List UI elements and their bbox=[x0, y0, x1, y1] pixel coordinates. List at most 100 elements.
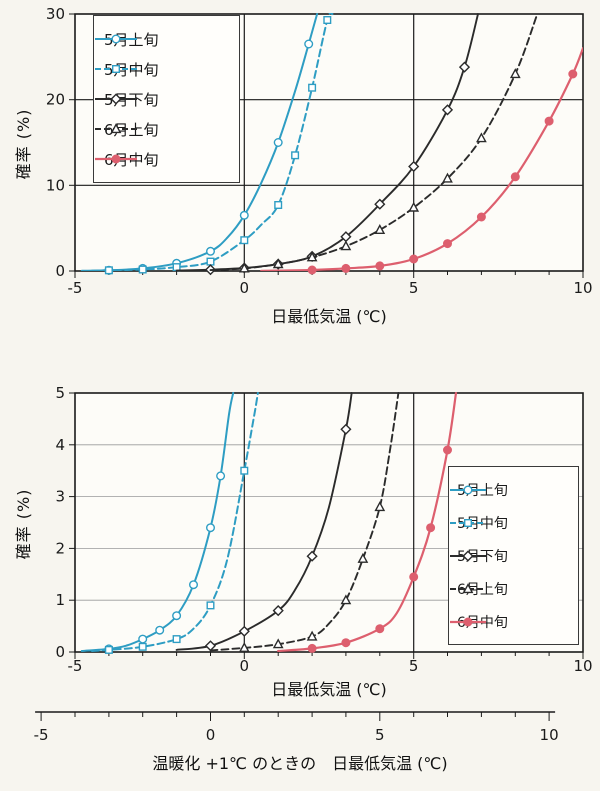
series-markers-may-mid bbox=[104, 16, 332, 275]
warming-tick-label: 10 bbox=[540, 726, 559, 744]
circle-filled-marker bbox=[426, 523, 436, 533]
circle-open-marker bbox=[205, 523, 215, 533]
square-open-marker bbox=[138, 265, 147, 274]
circle-filled-marker bbox=[111, 154, 121, 164]
circle-open-marker bbox=[111, 34, 121, 44]
triangle-open-marker bbox=[306, 630, 318, 641]
circle-filled-marker bbox=[341, 638, 351, 648]
series-curve-may-late bbox=[175, 392, 353, 651]
series-markers-jun-mid bbox=[307, 445, 453, 653]
legend-sample-circle-open bbox=[450, 484, 486, 494]
square-open-marker bbox=[206, 257, 215, 266]
square-open-marker bbox=[172, 635, 181, 644]
triangle-open-marker bbox=[442, 172, 453, 183]
y-tick-label: 0 bbox=[55, 643, 65, 661]
circle-filled-marker bbox=[476, 212, 486, 222]
y-axis-title-top: 確率 (%) bbox=[14, 108, 33, 180]
y-tick-label: 1 bbox=[55, 591, 65, 609]
series-jun-mid bbox=[277, 392, 458, 652]
square-open-marker bbox=[104, 266, 113, 275]
legend-sample-circle-filled bbox=[95, 154, 137, 164]
triangle-open-marker bbox=[357, 552, 369, 563]
legend-item-jun-mid: 6月中旬 bbox=[95, 144, 229, 174]
x-tick-label: 5 bbox=[409, 279, 419, 297]
triangle-open-marker bbox=[110, 123, 122, 134]
circle-open-marker bbox=[216, 471, 226, 481]
circle-open-marker bbox=[155, 625, 165, 635]
legend-sample-square-open bbox=[450, 518, 486, 527]
legend-sample-diamond-open bbox=[450, 549, 486, 562]
triangle-open-marker bbox=[272, 258, 284, 269]
x-axis-title-bottom: 日最低気温 (℃) bbox=[271, 680, 387, 699]
series-may-late bbox=[175, 392, 353, 651]
x-tick-label: 5 bbox=[409, 657, 419, 675]
plot-border bbox=[74, 392, 584, 653]
circle-open-marker bbox=[463, 484, 473, 494]
legend-item-may-early: 5月上旬 bbox=[95, 24, 229, 54]
x-tick-label: -5 bbox=[68, 279, 83, 297]
legend-sample-circle-filled bbox=[450, 616, 486, 626]
y-tick-label: 5 bbox=[55, 384, 65, 402]
y-tick-label: 10 bbox=[46, 176, 65, 194]
warming-tick-label: 5 bbox=[375, 726, 385, 744]
series-markers-jun-mid bbox=[307, 69, 578, 275]
legend-item-may-early: 5月上旬 bbox=[450, 473, 570, 506]
y-tick-label: 0 bbox=[55, 262, 65, 280]
x-tick-label: 0 bbox=[240, 657, 250, 675]
square-open-marker bbox=[138, 642, 147, 651]
square-open-marker bbox=[172, 263, 181, 272]
legend-sample-circle-open bbox=[95, 34, 137, 44]
x-tick-label: 10 bbox=[573, 657, 592, 675]
diamond-open-marker bbox=[374, 198, 386, 210]
triangle-open-marker bbox=[462, 582, 474, 593]
diamond-open-marker bbox=[272, 605, 284, 617]
circle-filled-marker bbox=[568, 69, 578, 79]
warming-axis-title: 温暖化 +1℃ のときの 日最低気温 (℃) bbox=[152, 754, 448, 773]
square-open-marker bbox=[308, 83, 317, 92]
triangle-open-marker bbox=[272, 638, 284, 649]
y-tick-label: 30 bbox=[46, 5, 65, 23]
circle-filled-marker bbox=[375, 261, 385, 271]
diamond-open-marker bbox=[441, 104, 454, 116]
series-curve-jun-mid bbox=[277, 392, 458, 652]
legend-label: 6月上旬 bbox=[457, 581, 508, 598]
circle-open-marker bbox=[172, 611, 182, 621]
circle-filled-marker bbox=[443, 239, 453, 249]
y-tick-label: 3 bbox=[55, 488, 65, 506]
warming-tick-label: -5 bbox=[34, 726, 49, 744]
series-jun-early bbox=[209, 392, 400, 652]
circle-open-marker bbox=[304, 39, 314, 49]
diamond-open-marker bbox=[306, 550, 318, 562]
square-open-marker bbox=[112, 64, 121, 73]
square-open-marker bbox=[240, 466, 249, 475]
series-markers-jun-early bbox=[238, 68, 521, 273]
circle-filled-marker bbox=[544, 116, 554, 126]
circle-filled-marker bbox=[463, 616, 473, 626]
triangle-open-marker bbox=[408, 201, 420, 212]
circle-open-marker bbox=[205, 246, 215, 256]
triangle-open-marker bbox=[374, 501, 386, 512]
circle-open-marker bbox=[239, 210, 249, 220]
square-open-marker bbox=[206, 601, 215, 610]
circle-filled-marker bbox=[510, 172, 520, 182]
triangle-open-marker bbox=[476, 132, 487, 143]
triangle-open-marker bbox=[238, 262, 250, 273]
legend-item-jun-early: 6月上旬 bbox=[95, 114, 229, 144]
x-axis-title-top: 日最低気温 (℃) bbox=[271, 307, 387, 326]
triangle-open-marker bbox=[238, 642, 250, 652]
y-tick-label: 4 bbox=[55, 436, 65, 454]
y-axis-title-bottom: 確率 (%) bbox=[14, 488, 33, 560]
circle-filled-marker bbox=[409, 254, 419, 264]
diamond-open-marker bbox=[110, 93, 122, 105]
circle-filled-marker bbox=[307, 643, 317, 653]
circle-filled-marker bbox=[307, 265, 317, 275]
triangle-open-marker bbox=[306, 251, 318, 262]
square-open-marker bbox=[463, 518, 472, 527]
x-tick-label: 10 bbox=[573, 279, 592, 297]
square-open-marker bbox=[240, 236, 249, 245]
legend-sample-diamond-open bbox=[95, 93, 137, 105]
square-open-marker bbox=[274, 200, 283, 209]
circle-filled-marker bbox=[375, 624, 385, 634]
